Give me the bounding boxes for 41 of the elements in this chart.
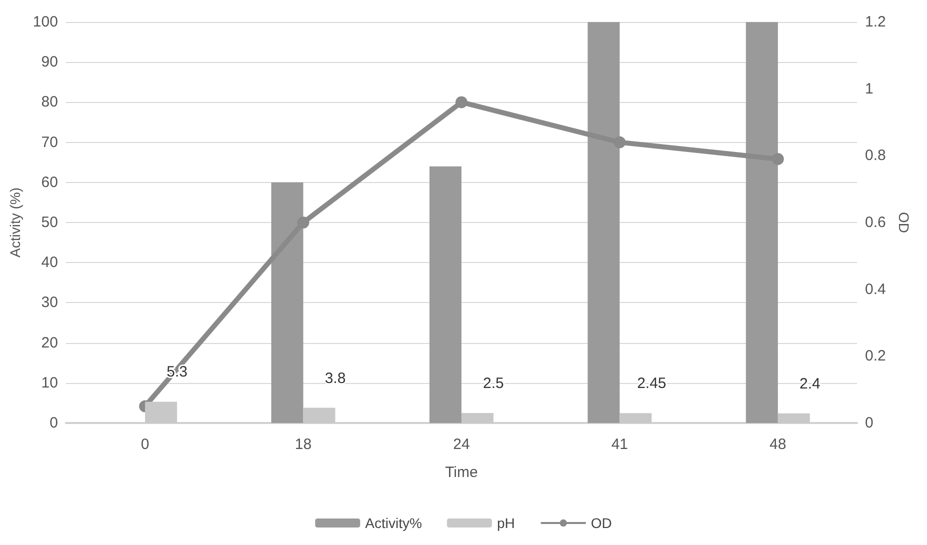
point [455, 96, 468, 108]
y-tick-label: 70 [41, 134, 58, 151]
bar [429, 166, 462, 423]
y-axis-title: Activity (%) [7, 188, 23, 258]
y2-tick-label: 0.2 [865, 348, 886, 365]
x-tick-label: 24 [453, 436, 470, 453]
x-tick-label: 41 [611, 436, 628, 453]
legend-label: pH [496, 515, 515, 531]
y-tick-label: 10 [41, 374, 58, 392]
y-tick-label: 100 [32, 14, 58, 30]
data-label: 2.4 [799, 375, 820, 392]
point [614, 136, 626, 148]
data-label: 3.8 [324, 370, 346, 387]
y2-axis-title: OD [896, 212, 912, 233]
point [772, 153, 784, 166]
y2-tick-label: 0 [865, 414, 874, 432]
legend-label: Activity% [365, 515, 422, 531]
y-tick-label: 90 [41, 54, 58, 71]
bar [588, 22, 620, 423]
data-label: 2.45 [637, 375, 666, 392]
y2-tick-label: 1.2 [865, 14, 886, 30]
y-tick-label: 30 [41, 294, 58, 312]
y2-tick-label: 0.6 [865, 214, 886, 231]
legend-label: OD [590, 515, 612, 531]
y-tick-label: 60 [41, 174, 58, 191]
point [297, 216, 310, 228]
x-tick-label: 48 [770, 436, 786, 453]
bar [746, 22, 778, 423]
bar [271, 182, 304, 423]
data-label: 2.5 [483, 374, 504, 392]
y-tick-label: 0 [50, 414, 58, 432]
y2-tick-label: 0.8 [865, 147, 886, 164]
x-tick-label: 0 [140, 436, 150, 453]
x-tick-label: 18 [294, 436, 312, 453]
y-tick-label: 20 [41, 334, 58, 352]
x-axis-title: Time [445, 464, 478, 481]
y2-tick-label: 0.4 [865, 280, 886, 298]
y-tick-label: 40 [41, 254, 58, 272]
y-tick-label: 80 [41, 94, 58, 111]
y2-tick-label: 1 [865, 80, 874, 98]
y-tick-label: 50 [41, 214, 58, 231]
